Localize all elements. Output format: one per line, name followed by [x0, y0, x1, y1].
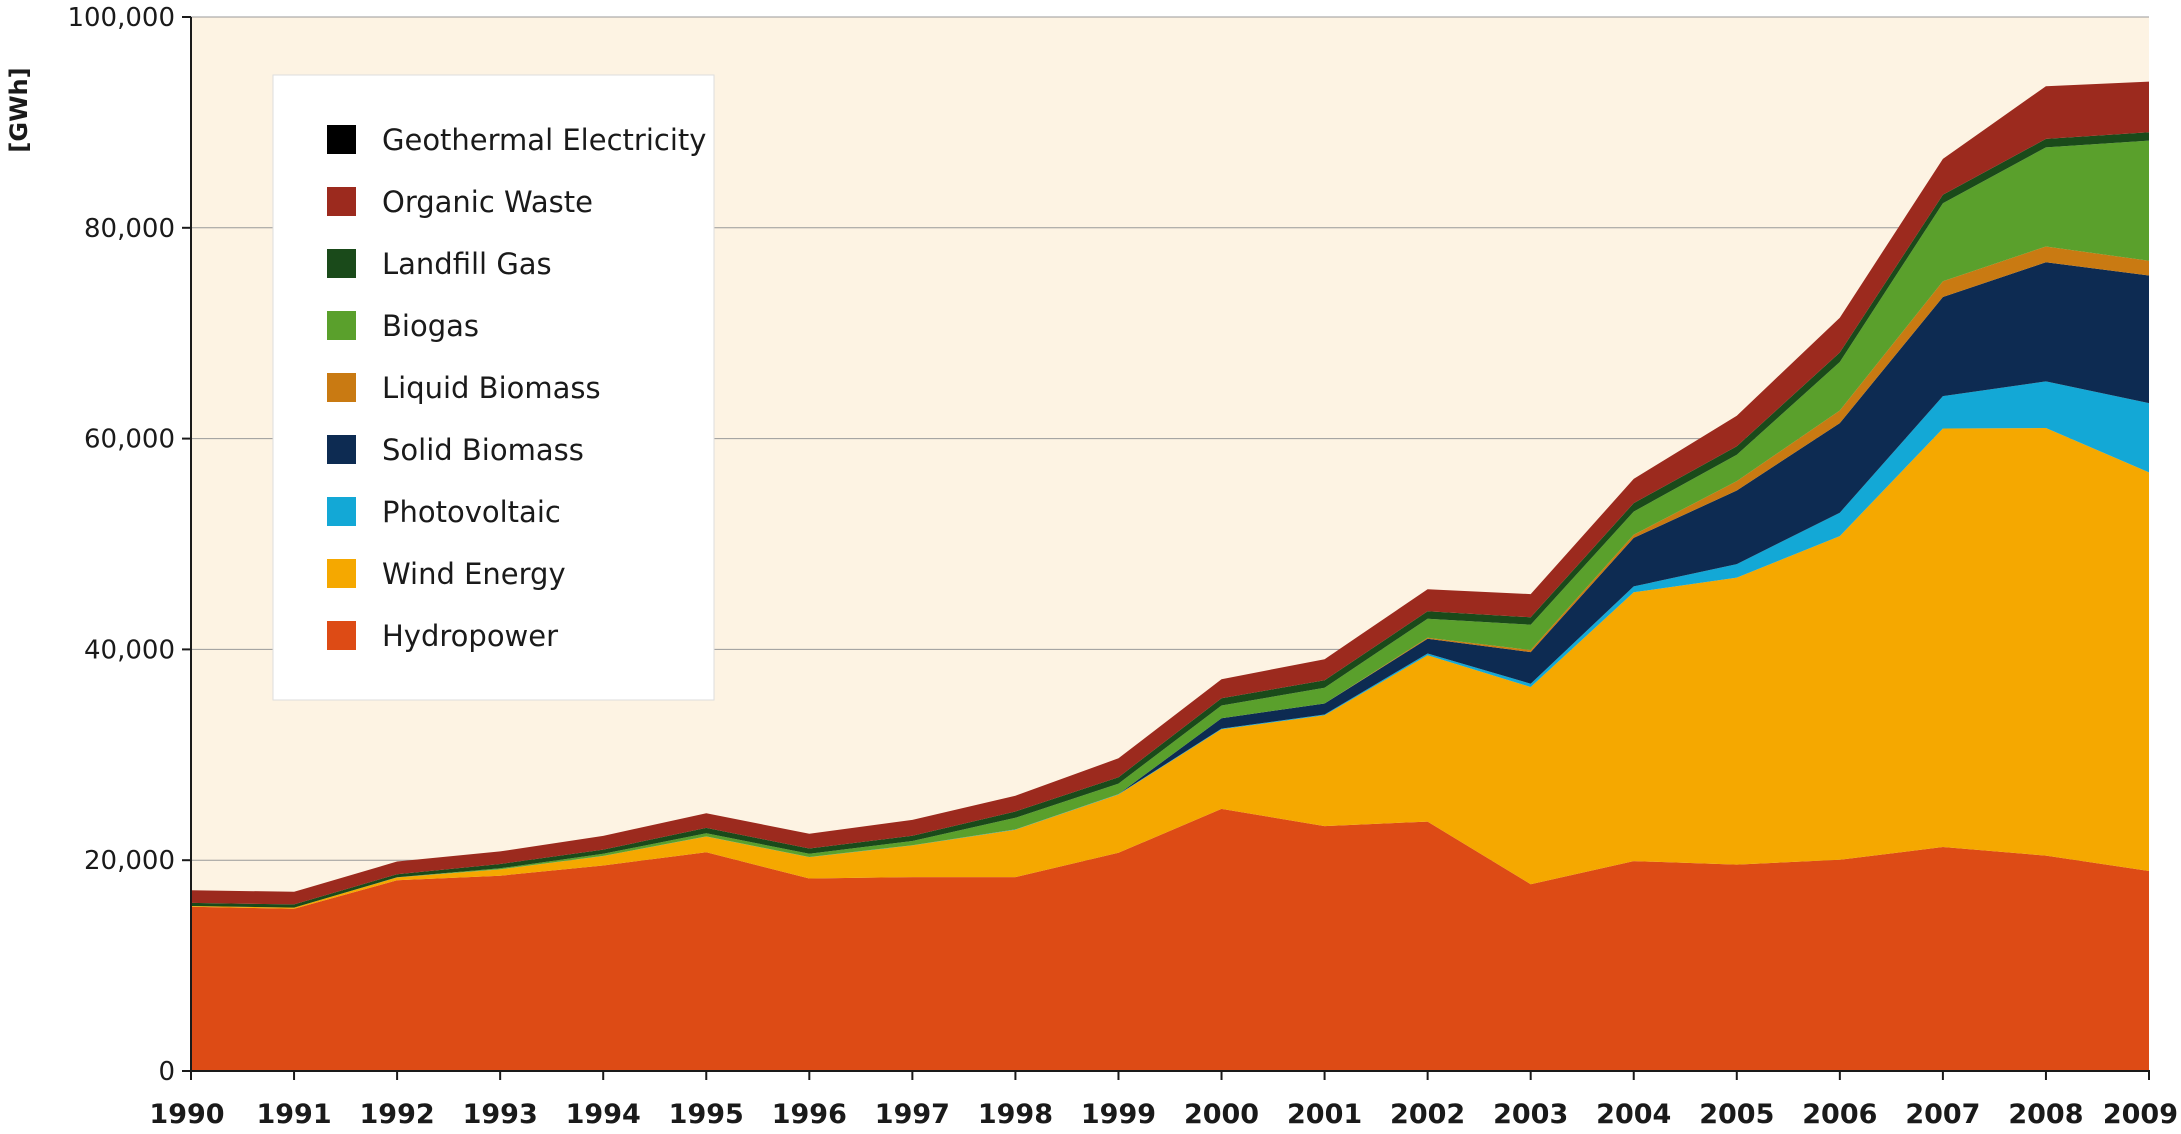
legend-label-liquid-biomass: Liquid Biomass — [382, 371, 601, 405]
y-axis-unit-label: [GWh] — [5, 67, 33, 152]
legend-label-organic-waste: Organic Waste — [382, 185, 593, 219]
x-tick-label: 2009 — [2103, 1099, 2178, 1130]
legend-swatch-liquid-biomass — [327, 373, 356, 402]
legend: Geothermal Electricity Organic Waste Landf… — [272, 74, 715, 701]
legend-swatch-solid-biomass — [327, 435, 356, 464]
area-organic-waste — [191, 81, 2149, 905]
x-tick-label: 2003 — [1493, 1099, 1568, 1130]
y-tick-label: 60,000 — [84, 425, 175, 455]
x-tick-label: 1995 — [669, 1099, 744, 1130]
x-tick-label: 1992 — [360, 1099, 435, 1130]
legend-swatch-organic-waste — [327, 187, 356, 216]
x-tick-label: 2008 — [2008, 1099, 2083, 1130]
area-biogas — [191, 140, 2149, 908]
x-tick-label: 2000 — [1184, 1099, 1259, 1130]
x-tick-label: 1990 — [149, 1099, 224, 1130]
y-tick-label: 80,000 — [84, 214, 175, 244]
x-tick-label: 2005 — [1699, 1099, 1774, 1130]
legend-label-geothermal-electricity: Geothermal Electricity — [382, 123, 706, 157]
x-tick-label: 1991 — [256, 1099, 331, 1130]
y-tick-label: 40,000 — [84, 635, 175, 665]
legend-swatch-landfill-gas — [327, 249, 356, 278]
legend-label-biogas: Biogas — [382, 309, 479, 343]
x-tick-label: 2001 — [1287, 1099, 1362, 1130]
legend-swatch-geothermal-electricity — [327, 125, 356, 154]
area-wind-energy — [191, 428, 2149, 909]
x-tick-label: 2002 — [1390, 1099, 1465, 1130]
legend-label-photovoltaic: Photovoltaic — [382, 495, 561, 529]
legend-swatch-photovoltaic — [327, 497, 356, 526]
y-tick-label: 20,000 — [84, 846, 175, 876]
y-tick-label: 100,000 — [67, 3, 175, 33]
y-tick-label: 0 — [158, 1057, 175, 1087]
legend-label-landfill-gas: Landfill Gas — [382, 247, 552, 281]
x-tick-label: 2004 — [1596, 1099, 1671, 1130]
x-tick-label: 1998 — [978, 1099, 1053, 1130]
area-solid-biomass — [191, 262, 2149, 908]
x-tick-label: 2006 — [1802, 1099, 1877, 1130]
legend-label-hydropower: Hydropower — [382, 619, 558, 653]
x-tick-label: 1996 — [772, 1099, 847, 1130]
legend-swatch-biogas — [327, 311, 356, 340]
axes — [182, 16, 2150, 1080]
area-hydropower — [191, 808, 2149, 1071]
y-tick-labels: 0 20,000 40,000 60,000 80,000 100,000 — [67, 3, 175, 1087]
x-tick-labels: 1990 1991 1992 1993 1994 1995 1996 1997 1998 1999… — [149, 1099, 2178, 1130]
x-tick-label: 2007 — [1905, 1099, 1980, 1130]
x-tick-label: 1999 — [1081, 1099, 1156, 1130]
legend-label-solid-biomass: Solid Biomass — [382, 433, 584, 467]
area-series-layer — [191, 81, 2149, 1071]
x-tick-label: 1997 — [875, 1099, 950, 1130]
legend-swatch-wind-energy — [327, 559, 356, 588]
legend-swatch-hydropower — [327, 621, 356, 650]
x-tick-label: 1994 — [566, 1099, 641, 1130]
legend-label-wind-energy: Wind Energy — [382, 557, 566, 591]
x-tick-label: 1993 — [463, 1099, 538, 1130]
